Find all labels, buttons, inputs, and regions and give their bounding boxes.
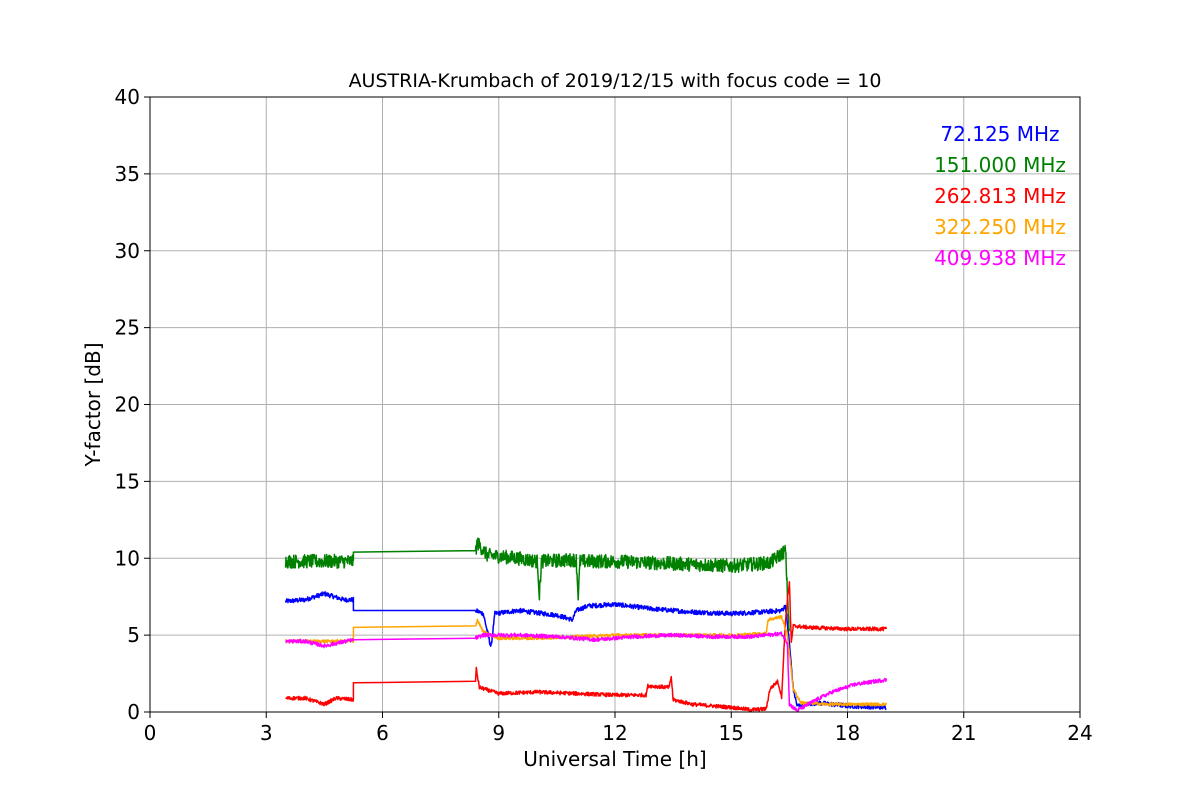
x-tick-label: 21 — [951, 721, 976, 745]
y-tick-label: 30 — [115, 239, 140, 263]
legend-entry-0: 72.125 MHz — [940, 122, 1059, 146]
y-tick-label: 10 — [115, 546, 140, 570]
legend-entry-2: 262.813 MHz — [934, 184, 1066, 208]
legend-entry-3: 322.250 MHz — [934, 215, 1066, 239]
y-tick-label: 40 — [115, 85, 140, 109]
series-line-4 — [285, 631, 888, 712]
series-layer — [284, 537, 888, 712]
x-axis: 0 3 6 9 12 15 18 21 24 — [144, 712, 1093, 745]
chart-title: AUSTRIA-Krumbach of 2019/12/15 with focu… — [349, 70, 882, 92]
x-axis-label: Universal Time [h] — [523, 747, 706, 771]
x-tick-label: 6 — [376, 721, 389, 745]
series-line-1 — [284, 537, 791, 632]
x-tick-label: 24 — [1067, 721, 1092, 745]
x-tick-label: 3 — [260, 721, 273, 745]
y-axis-label: Y-factor [dB] — [81, 342, 105, 467]
y-tick-label: 25 — [115, 316, 140, 340]
y-tick-label: 15 — [115, 469, 140, 493]
y-tick-label: 35 — [115, 162, 140, 186]
x-tick-label: 12 — [602, 721, 627, 745]
y-axis: 0 5 10 15 20 25 30 35 40 — [115, 85, 150, 724]
y-tick-label: 0 — [127, 700, 140, 724]
legend-entry-1: 151.000 MHz — [934, 153, 1066, 177]
x-tick-label: 18 — [835, 721, 860, 745]
legend: 72.125 MHz 151.000 MHz 262.813 MHz 322.250 … — [934, 122, 1066, 270]
x-tick-label: 15 — [719, 721, 744, 745]
y-tick-label: 20 — [115, 393, 140, 417]
x-tick-label: 9 — [492, 721, 505, 745]
y-tick-label: 5 — [127, 623, 140, 647]
legend-entry-4: 409.938 MHz — [934, 246, 1066, 270]
x-tick-label: 0 — [144, 721, 157, 745]
series-line-2 — [285, 580, 888, 712]
